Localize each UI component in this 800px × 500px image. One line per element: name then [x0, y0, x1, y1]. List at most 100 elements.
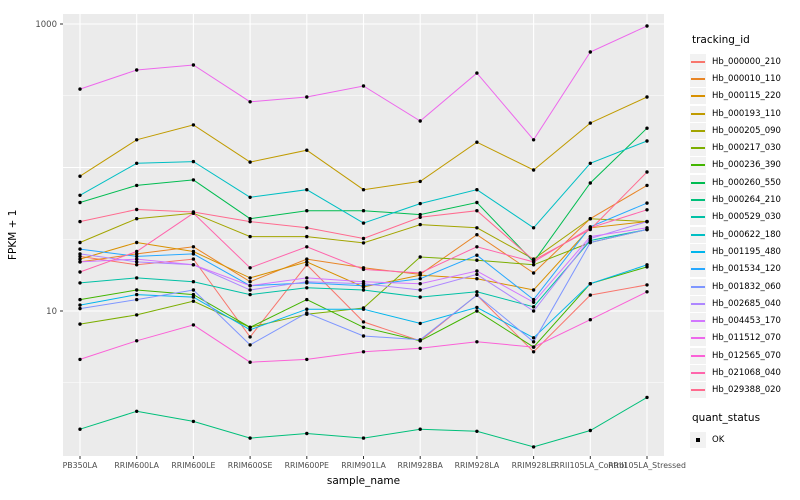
- data-point: [645, 226, 649, 230]
- data-point: [78, 193, 82, 197]
- x-tick-label: RRII105LA_Stressed: [608, 461, 686, 470]
- data-point: [191, 288, 196, 292]
- data-point: [475, 293, 479, 297]
- legend-entry-Hb_029388_020: Hb_029388_020: [690, 382, 800, 399]
- data-point: [531, 309, 536, 313]
- x-tick-label: RRIM928LA: [455, 461, 500, 470]
- legend-entry-Hb_000115_220: Hb_000115_220: [690, 88, 800, 105]
- data-point: [531, 288, 536, 292]
- data-point: [78, 303, 82, 307]
- data-point: [191, 159, 196, 164]
- data-point: [475, 140, 479, 144]
- legend-entry-Hb_002685_040: Hb_002685_040: [690, 295, 800, 312]
- data-point: [191, 292, 196, 297]
- legend-entry-label: Hb_021068_040: [712, 367, 781, 378]
- legend-entry-Hb_000529_030: Hb_000529_030: [690, 209, 800, 226]
- data-point: [531, 336, 536, 340]
- data-point: [418, 255, 422, 259]
- data-point: [475, 226, 479, 230]
- data-point: [78, 257, 82, 261]
- data-point: [305, 297, 309, 302]
- data-point: [418, 119, 422, 123]
- data-point: [248, 280, 252, 284]
- data-point: [248, 100, 252, 104]
- data-point: [588, 234, 592, 239]
- legend: tracking_id Hb_000000_210 Hb_000010_110 Hb…: [690, 34, 800, 448]
- data-point: [78, 427, 82, 431]
- data-point: [135, 254, 139, 259]
- legend-key-line-icon: [691, 199, 705, 202]
- data-point: [475, 233, 479, 237]
- data-point: [248, 195, 252, 199]
- data-point: [645, 95, 649, 99]
- data-point: [248, 292, 252, 297]
- data-point: [588, 293, 592, 297]
- data-point: [418, 346, 422, 350]
- data-point: [418, 338, 422, 342]
- data-point: [645, 263, 649, 267]
- data-point: [588, 217, 592, 221]
- legend-key-line-icon: [691, 389, 705, 392]
- legend-entry-Hb_000264_210: Hb_000264_210: [690, 191, 800, 209]
- legend-key-line-icon: [691, 285, 705, 288]
- quant-status-key: [690, 431, 706, 448]
- legend-key-line-icon: [691, 95, 705, 98]
- data-point: [305, 209, 309, 213]
- legend-key-swatch: [690, 347, 706, 364]
- legend-entry-Hb_001832_060: Hb_001832_060: [690, 278, 800, 295]
- data-point: [305, 95, 309, 99]
- data-point: [361, 436, 366, 440]
- legend-key-swatch: [690, 295, 706, 312]
- data-point: [475, 272, 479, 277]
- legend-key-swatch: [690, 382, 706, 399]
- data-point: [248, 360, 252, 364]
- legend-key-line-icon: [691, 233, 705, 236]
- data-point: [531, 345, 536, 349]
- data-point: [248, 343, 252, 347]
- legend-title-quant-status: quant_status: [692, 411, 761, 424]
- data-point: [191, 257, 196, 261]
- data-point: [248, 234, 252, 239]
- data-point: [248, 276, 252, 280]
- data-point: [475, 258, 479, 262]
- data-point: [305, 263, 309, 267]
- data-point: [191, 295, 196, 299]
- legend-entry-label: Hb_000000_210: [712, 56, 781, 67]
- data-point: [645, 219, 649, 224]
- legend-key-swatch: [690, 192, 706, 209]
- legend-entry-Hb_000260_550: Hb_000260_550: [690, 174, 800, 191]
- x-tick-label: RRII105LA_Control: [554, 461, 626, 470]
- data-point: [418, 321, 422, 326]
- data-point: [191, 299, 196, 303]
- data-point: [361, 236, 366, 241]
- legend-entry-Hb_000193_110: Hb_000193_110: [690, 105, 800, 122]
- data-point: [361, 350, 366, 354]
- data-point: [418, 288, 422, 292]
- data-point: [645, 126, 649, 130]
- data-point: [78, 219, 82, 224]
- data-point: [645, 170, 649, 174]
- data-point: [645, 290, 649, 294]
- legend-entry-label: Hb_000529_030: [712, 212, 781, 223]
- data-point: [248, 325, 252, 329]
- data-point: [361, 334, 366, 338]
- data-point: [475, 188, 479, 192]
- legend-key-swatch: [690, 330, 706, 347]
- data-point: [418, 277, 422, 281]
- y-tick-label: 10: [46, 307, 57, 317]
- data-point: [361, 320, 366, 324]
- data-point: [248, 219, 252, 224]
- legend-entry-label: Hb_029388_020: [712, 385, 781, 396]
- data-point: [78, 247, 82, 251]
- data-point: [361, 325, 366, 329]
- data-point: [475, 429, 479, 433]
- legend-entry-label: Hb_000264_210: [712, 195, 781, 206]
- data-point: [78, 240, 82, 245]
- data-point: [531, 300, 536, 304]
- legend-entry-label: Hb_000236_390: [712, 160, 781, 171]
- x-tick-label: RRIM600SE: [228, 461, 273, 470]
- data-point: [475, 253, 479, 257]
- data-point: [475, 290, 479, 294]
- data-point: [418, 282, 422, 286]
